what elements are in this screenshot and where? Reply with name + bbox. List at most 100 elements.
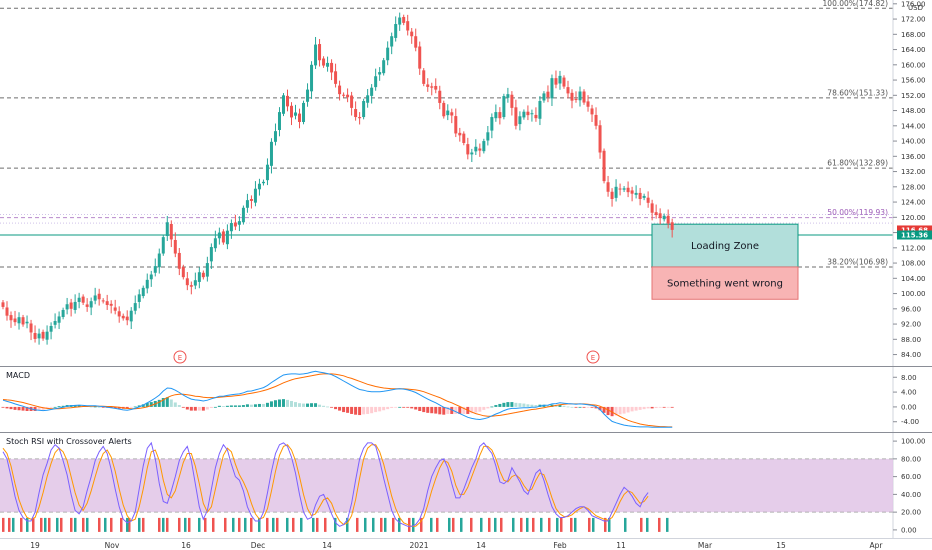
candle-body <box>193 280 197 286</box>
candle-body <box>149 274 153 280</box>
macd-histogram-bar <box>446 406 450 414</box>
candle-body <box>290 105 294 118</box>
bullish-crossover-alert <box>244 517 247 532</box>
stoch-k-line <box>2 441 649 527</box>
candle-body <box>386 47 390 61</box>
macd-histogram-bar <box>602 406 606 413</box>
macd-histogram-bar <box>646 406 650 409</box>
macd-histogram-bar <box>618 406 622 415</box>
candle-body <box>590 108 594 115</box>
macd-histogram-bar <box>342 406 346 413</box>
fib-level-label: 61.80%(132.89) <box>827 159 888 168</box>
bullish-crossover-alert <box>494 517 497 532</box>
bullish-crossover-alert <box>460 517 463 532</box>
crossover-alerts <box>2 517 669 532</box>
candle-body <box>610 191 614 200</box>
candle-body <box>546 91 550 98</box>
macd-pane[interactable]: MACD 8.00 4.00 0.00 -4.00 <box>1 370 920 428</box>
stoch-overbought-oversold-band <box>0 458 893 513</box>
macd-histogram-bar <box>133 406 137 408</box>
price-pane[interactable]: 100.00%(174.82) 78.60%(151.33) 61.80%(132.… <box>0 0 893 364</box>
macd-histogram-bar <box>586 406 590 408</box>
earnings-marker <box>586 350 600 364</box>
macd-histogram-bar <box>165 397 169 407</box>
bullish-crossover-alert <box>334 517 337 532</box>
bearish-crossover-alert <box>212 517 215 532</box>
candle-body <box>121 315 125 319</box>
candle-body <box>9 315 13 321</box>
bullish-crossover-alert <box>480 517 483 532</box>
bullish-crossover-alert <box>364 517 367 532</box>
macd-histogram-bar <box>494 405 498 407</box>
time-axis-label: Nov <box>105 541 120 550</box>
candle-body <box>145 279 149 289</box>
macd-histogram-bar <box>406 406 410 408</box>
candle-body <box>630 190 634 194</box>
price-tick-label: 164.00 <box>901 46 926 54</box>
last_price-price-tag-label: 116.68 <box>901 226 928 234</box>
candle-body <box>109 303 113 306</box>
bearish-crossover-alert <box>420 517 423 532</box>
bearish-crossover-alert <box>166 517 169 532</box>
candle-body <box>1 302 5 307</box>
candle-body <box>314 44 318 66</box>
candle-body <box>606 182 610 192</box>
bearish-crossover-alert <box>60 517 63 532</box>
macd-histogram-bar <box>670 406 674 408</box>
candle-body <box>430 86 434 88</box>
time-axis-label: 14 <box>322 541 332 550</box>
price-tick-label: 132.00 <box>901 168 926 176</box>
macd-histogram-bar <box>318 404 322 407</box>
macd-histogram-bar <box>454 406 458 414</box>
stoch-rsi-band <box>0 458 893 513</box>
bearish-crossover-alert <box>204 517 207 532</box>
candle-body <box>582 91 586 103</box>
bearish-crossover-alert <box>110 517 113 532</box>
macd-histogram-bar <box>225 405 229 407</box>
candle-body <box>217 232 221 239</box>
candle-body <box>37 333 41 339</box>
price-axis[interactable]: USD 176.00 172.00 168.00 164.00 160.00 156.00… <box>892 0 932 538</box>
time-axis[interactable]: 19 Nov 16 Dec 14 2021 14 Feb 11 Mar 15 Apr <box>30 541 883 550</box>
macd-histogram-bar <box>185 406 189 410</box>
stoch-tick-label: 0.00 <box>901 526 917 534</box>
candle-body <box>81 296 85 303</box>
macd-histogram-bar <box>430 406 434 414</box>
candle-body <box>642 195 646 198</box>
macd-histogram-bar <box>354 406 358 415</box>
bullish-crossover-alert <box>258 517 261 532</box>
macd-histogram-bar <box>53 406 57 408</box>
macd-histogram-bar <box>310 403 314 407</box>
bullish-crossover-alert <box>104 517 107 532</box>
macd-tick-label: 0.00 <box>901 403 917 411</box>
macd-histogram-bar <box>658 406 662 408</box>
macd-histogram-bar <box>73 405 77 407</box>
macd-histogram-bar <box>322 405 326 407</box>
candle-body <box>161 237 165 254</box>
candle-body <box>482 141 486 152</box>
bearish-crossover-alert <box>520 517 523 532</box>
candle-body <box>462 133 466 143</box>
stoch-rsi-pane[interactable]: Stoch RSI with Crossover Alerts 100.00 80… <box>0 437 926 534</box>
candle-body <box>322 58 326 66</box>
macd-histogram-bar <box>614 406 618 416</box>
candle-body <box>165 222 169 236</box>
candle-body <box>125 316 129 321</box>
candle-body <box>578 91 582 101</box>
candle-body <box>622 188 626 190</box>
bearish-crossover-alert <box>158 517 161 532</box>
bearish-crossover-alert <box>436 517 439 532</box>
candle-body <box>382 60 386 74</box>
candle-body <box>374 76 378 88</box>
candle-body <box>406 21 410 31</box>
macd-histogram-bar <box>402 406 406 408</box>
time-axis-label: 19 <box>30 541 40 550</box>
bearish-crossover-alert <box>8 517 11 532</box>
macd-histogram-bar <box>330 406 334 408</box>
macd-histogram-bar <box>93 406 97 408</box>
price-tick-label: 96.00 <box>901 305 921 313</box>
candle-body <box>466 144 470 155</box>
bullish-crossover-alert <box>624 517 627 532</box>
time-axis-label: 14 <box>476 541 486 550</box>
